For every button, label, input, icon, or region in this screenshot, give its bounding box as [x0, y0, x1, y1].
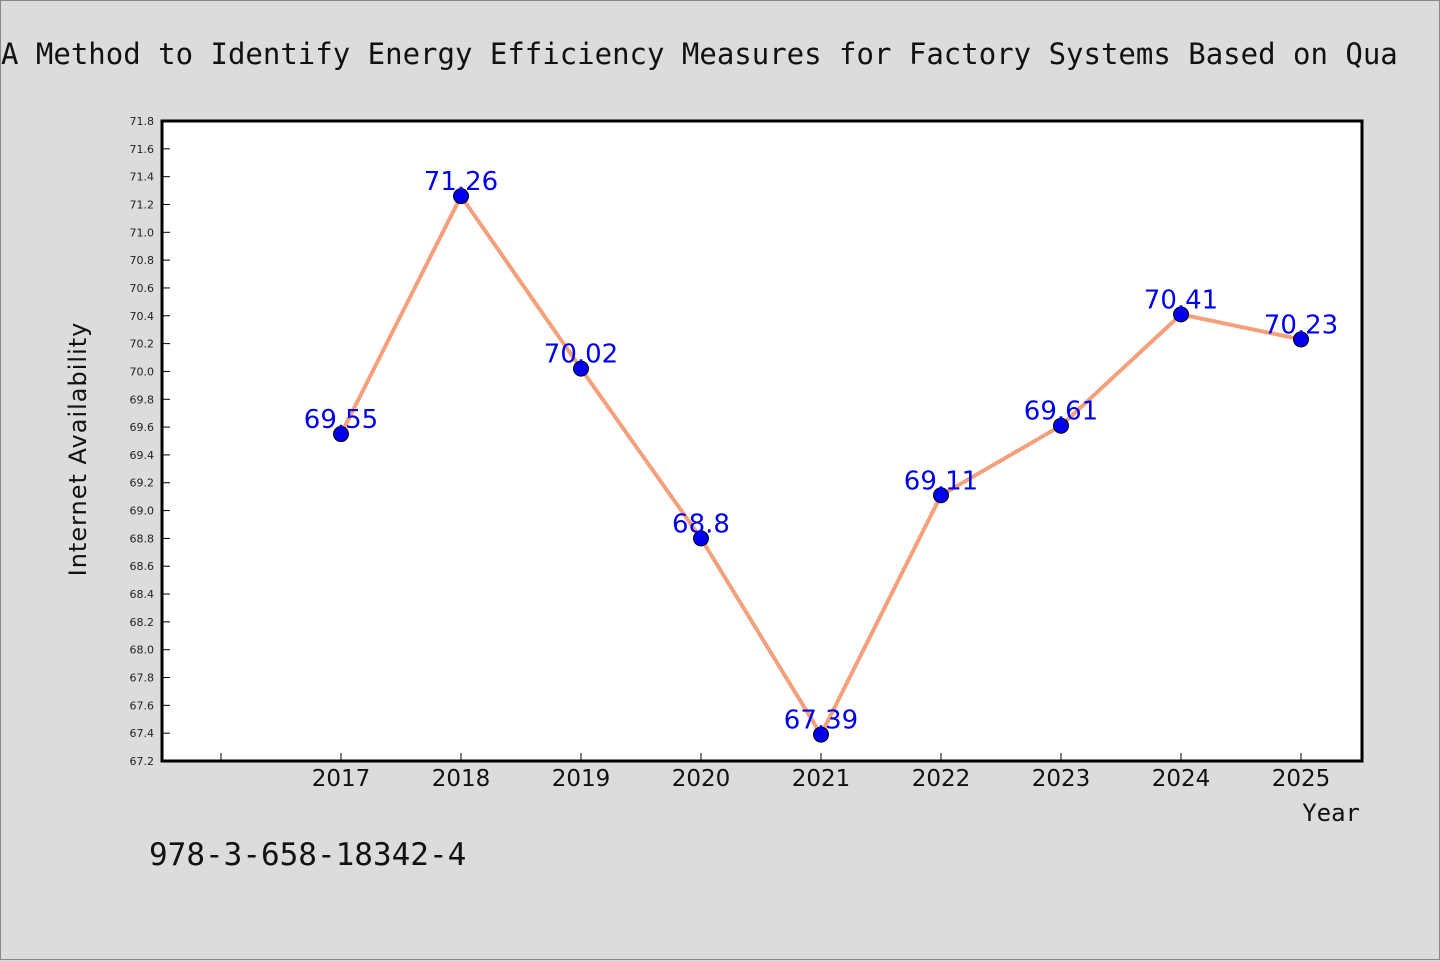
- data-label: 69.11: [904, 466, 978, 496]
- y-tick-label: 71.2: [130, 198, 155, 211]
- y-tick-label: 68.8: [130, 532, 155, 545]
- x-tick-label: 2024: [1152, 766, 1211, 792]
- data-label: 68.8: [672, 509, 730, 539]
- data-point: [1053, 417, 1069, 434]
- y-tick-label: 70.8: [130, 254, 155, 267]
- y-tick-label: 69.8: [130, 393, 155, 406]
- y-tick-label: 68.6: [130, 560, 155, 573]
- y-tick-label: 67.4: [130, 727, 155, 740]
- y-tick-label: 68.4: [130, 588, 155, 601]
- y-tick-label: 67.6: [130, 699, 155, 712]
- series-markers: [333, 188, 1309, 743]
- data-point: [813, 726, 829, 743]
- data-label: 70.41: [1144, 285, 1218, 315]
- y-tick-label: 71.8: [130, 115, 155, 128]
- x-tick-label: 2017: [312, 766, 371, 792]
- x-tick-label: 2025: [1272, 766, 1331, 792]
- y-tick-label: 69.6: [130, 421, 155, 434]
- data-label: 71.26: [424, 167, 498, 197]
- x-axis: 2017 2018 2019 2020 2021 2022 2023 2024 2025: [220, 753, 1331, 792]
- y-axis: 67.2 67.4 67.6 67.8 68.0 68.2 68.4 68.6 68.8 69.0…: [130, 115, 170, 768]
- data-label: 70.23: [1264, 310, 1338, 340]
- y-tick-label: 68.2: [130, 616, 155, 629]
- y-axis-label: Internet Availability: [64, 322, 92, 577]
- data-point: [453, 188, 469, 205]
- y-tick-label: 71.6: [130, 143, 155, 156]
- y-tick-label: 70.0: [130, 365, 155, 378]
- y-tick-label: 67.8: [130, 672, 155, 685]
- y-tick-label: 71.0: [130, 226, 155, 239]
- x-tick-label: 2021: [792, 766, 851, 792]
- y-tick-label: 69.2: [130, 477, 155, 490]
- data-label: 70.02: [544, 340, 618, 370]
- data-label: 69.55: [304, 405, 378, 435]
- y-tick-label: 71.4: [130, 171, 155, 184]
- y-tick-label: 69.0: [130, 505, 155, 518]
- y-tick-label: 67.2: [130, 755, 155, 768]
- y-tick-label: 70.6: [130, 282, 155, 295]
- y-tick-label: 69.4: [130, 449, 155, 462]
- data-label: 69.61: [1024, 397, 1098, 427]
- data-labels: 69.55 71.26 70.02 68.8 67.39 69.11 69.61 70.41 7…: [304, 167, 1338, 735]
- data-point: [1293, 331, 1309, 348]
- y-tick-label: 68.0: [130, 644, 155, 657]
- x-tick-label: 2018: [432, 766, 491, 792]
- plot-area: [160, 119, 1364, 763]
- data-point: [333, 426, 349, 443]
- x-tick-label: 2022: [912, 766, 971, 792]
- chart-title: A Method to Identify Energy Efficiency M…: [1, 37, 1398, 71]
- x-tick-label: 2023: [1032, 766, 1091, 792]
- data-point: [573, 360, 589, 377]
- data-point: [693, 530, 709, 547]
- x-tick-label: 2020: [672, 766, 731, 792]
- y-tick-label: 70.2: [130, 338, 155, 351]
- x-tick-label: 2019: [552, 766, 611, 792]
- data-label: 67.39: [784, 706, 858, 736]
- footer-isbn: 978-3-658-18342-4: [149, 837, 466, 873]
- data-point: [1173, 306, 1189, 323]
- x-axis-label: Year: [1302, 799, 1360, 827]
- data-point: [933, 487, 949, 504]
- y-tick-label: 70.4: [130, 310, 155, 323]
